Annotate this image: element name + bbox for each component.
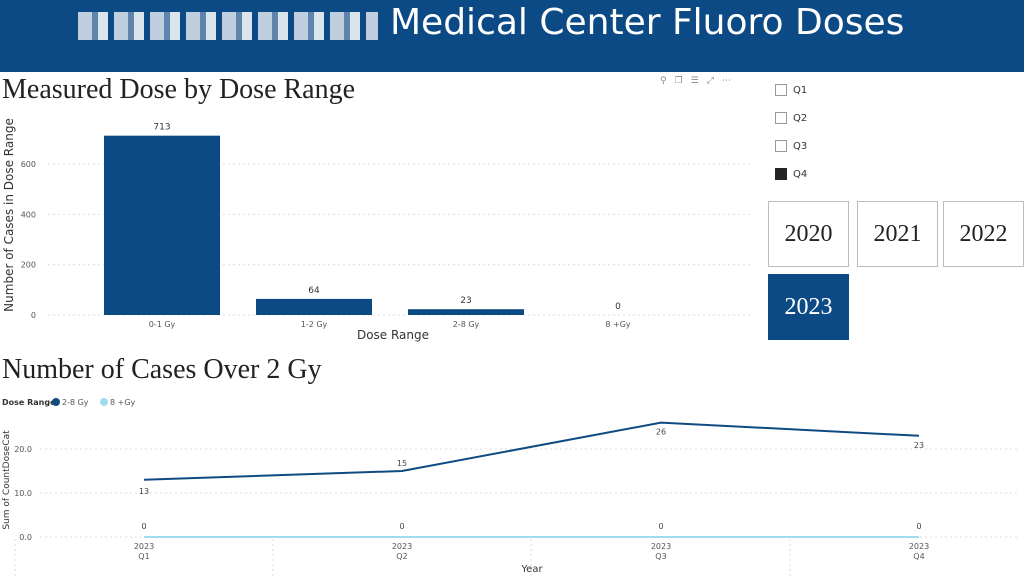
- quarter-label: Q3: [793, 140, 808, 152]
- data-label: 0: [916, 522, 921, 531]
- y-tick-label: 200: [21, 261, 36, 270]
- redacted-name: [78, 12, 378, 40]
- x-tick-label: 1-2 Gy: [301, 320, 328, 329]
- data-label: 64: [308, 286, 320, 296]
- bar-0-1 Gy: [104, 135, 220, 315]
- data-label: 26: [656, 428, 666, 437]
- data-label: 0: [658, 522, 663, 531]
- legend-marker: [100, 398, 108, 406]
- legend-label: 2-8 Gy: [62, 398, 89, 407]
- quarter-label: Q1: [793, 84, 808, 96]
- copy-icon[interactable]: ❐: [674, 76, 683, 86]
- visual-toolbar: ⚲ ❐ ☰ ⤢ ⋯: [660, 76, 731, 86]
- y-tick-label: 600: [21, 160, 36, 169]
- data-label: 0: [615, 302, 621, 312]
- x-tick-label: Q4: [913, 552, 924, 561]
- page-title: Medical Center Fluoro Doses: [390, 2, 905, 43]
- quarter-option-q1[interactable]: Q1: [775, 84, 807, 96]
- x-tick-label: 2023: [134, 542, 154, 551]
- bar-2-8 Gy: [408, 309, 524, 315]
- y-axis-title: Sum of CountDoseCat: [2, 430, 12, 530]
- legend-marker: [52, 398, 60, 406]
- pin-icon[interactable]: ⚲: [660, 76, 667, 86]
- y-tick-label: 0.0: [19, 533, 32, 542]
- x-tick-label: 2023: [651, 542, 671, 551]
- checkbox[interactable]: [775, 168, 787, 180]
- checkbox[interactable]: [775, 112, 787, 124]
- x-tick-label: Q3: [655, 552, 666, 561]
- year-button-2020[interactable]: 2020: [768, 201, 849, 267]
- y-tick-label: 20.0: [14, 445, 32, 454]
- x-tick-label: 2023: [909, 542, 929, 551]
- x-tick-label: 2023: [392, 542, 412, 551]
- year-button-2022[interactable]: 2022: [943, 201, 1024, 267]
- bar-chart: 0 200 400 600 713 0-1 Gy 64 1-2 Gy 23 2-8 Gy 0 8 +G…: [2, 118, 750, 342]
- focus-icon[interactable]: ⤢: [706, 76, 714, 86]
- y-tick-label: 10.0: [14, 489, 32, 498]
- x-axis-title: Dose Range: [357, 328, 429, 342]
- series-line-2-8 Gy: [143, 421, 920, 481]
- x-tick-label: 8 +Gy: [605, 320, 631, 329]
- data-label: 23: [914, 441, 924, 450]
- checkbox[interactable]: [775, 140, 787, 152]
- quarter-option-q3[interactable]: Q3: [775, 140, 807, 152]
- filter-icon[interactable]: ☰: [690, 76, 699, 86]
- x-tick-label: 0-1 Gy: [149, 320, 176, 329]
- checkbox[interactable]: [775, 84, 787, 96]
- quarter-option-q2[interactable]: Q2: [775, 112, 807, 124]
- legend-title: Dose Range: [2, 398, 56, 407]
- quarter-option-q4[interactable]: Q4: [775, 168, 807, 180]
- y-axis-title: Number of Cases in Dose Range: [2, 118, 16, 312]
- y-tick-label: 0: [31, 311, 36, 320]
- x-tick-label: 2-8 Gy: [453, 320, 480, 329]
- more-icon[interactable]: ⋯: [721, 76, 731, 86]
- legend-label: 8 +Gy: [110, 398, 136, 407]
- data-label: 0: [399, 522, 404, 531]
- x-tick-label: Q1: [138, 552, 149, 561]
- data-label: 713: [153, 123, 170, 133]
- x-axis-title: Year: [520, 564, 543, 575]
- year-button-2021[interactable]: 2021: [857, 201, 938, 267]
- line-chart-title: Number of Cases Over 2 Gy: [2, 354, 322, 385]
- data-label: 0: [141, 522, 146, 531]
- bar-1-2 Gy: [256, 298, 372, 315]
- quarter-label: Q2: [793, 112, 808, 124]
- x-tick-label: Q2: [396, 552, 407, 561]
- year-button-2023[interactable]: 2023: [768, 274, 849, 340]
- data-label: 23: [460, 296, 471, 306]
- header-banner: Medical Center Fluoro Doses: [0, 0, 1024, 72]
- quarter-label: Q4: [793, 168, 808, 180]
- y-tick-label: 400: [21, 210, 36, 219]
- bar-chart-title: Measured Dose by Dose Range: [2, 74, 356, 105]
- data-label: 15: [397, 459, 407, 468]
- line-chart: Dose Range 2-8 Gy 8 +Gy 0.0 10.0 20.0 13 15 26 23…: [2, 398, 1020, 576]
- data-label: 13: [139, 487, 149, 496]
